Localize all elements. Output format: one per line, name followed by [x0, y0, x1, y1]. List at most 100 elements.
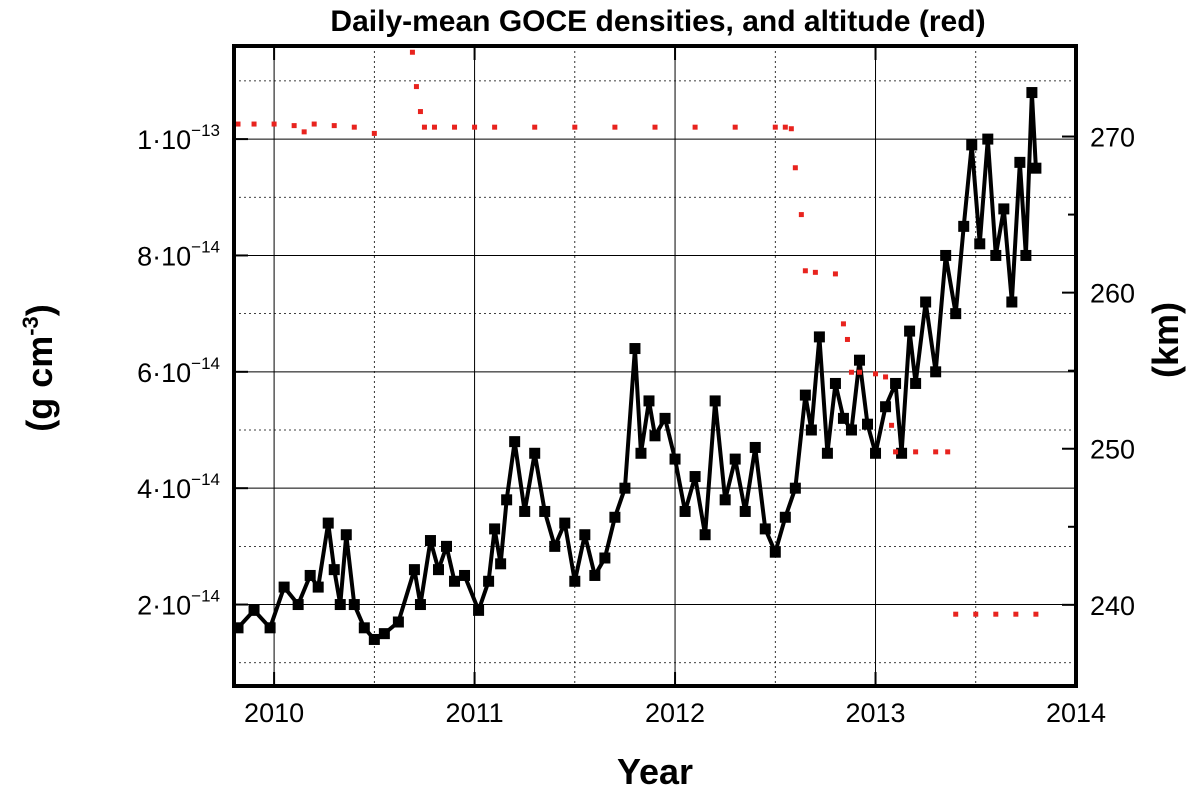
density-point: [334, 599, 346, 611]
density-point: [769, 546, 781, 558]
density-point: [509, 436, 521, 448]
density-point: [414, 599, 426, 611]
density-point: [609, 511, 621, 523]
density-point: [813, 331, 825, 343]
density-point: [441, 540, 453, 552]
density-point: [424, 535, 436, 547]
density-point: [495, 558, 507, 570]
y-axis-title-close: ): [19, 304, 60, 316]
y-tick-exponent: −14: [191, 587, 220, 606]
density-point: [549, 540, 561, 552]
density-point: [821, 447, 833, 459]
density-point: [432, 564, 444, 576]
altitude-point: [945, 449, 951, 455]
density-point: [392, 616, 404, 628]
altitude-point: [452, 124, 458, 130]
altitude-point: [291, 123, 297, 129]
density-point: [248, 604, 260, 616]
density-point: [629, 343, 641, 355]
altitude-point: [812, 269, 818, 275]
y-tick-label: 6·10−14: [137, 354, 220, 388]
y-axis-title-sup: -3: [18, 316, 43, 336]
x-axis: 2010 2011 2012 2013 2014: [244, 46, 1106, 728]
density-point: [950, 308, 962, 320]
density-point: [789, 482, 801, 494]
density-point: [278, 581, 290, 593]
density-point: [1020, 249, 1032, 261]
y2-tick-label: 240: [1090, 591, 1135, 621]
density-point: [635, 447, 647, 459]
density-point: [699, 529, 711, 541]
density-point: [739, 505, 751, 517]
density-point: [709, 395, 721, 407]
altitude-point: [413, 84, 419, 90]
y-tick-mantissa: 4·10: [137, 474, 191, 504]
density-point: [489, 523, 501, 535]
density-point: [358, 622, 370, 634]
density-point: [659, 412, 671, 424]
x-tick-label: 2014: [1046, 698, 1106, 728]
altitude-point: [848, 369, 854, 375]
density-point: [862, 418, 874, 430]
density-point: [589, 569, 601, 581]
density-point: [896, 447, 908, 459]
plot-frame: [232, 44, 1078, 688]
y-tick-mantissa: 2·10: [137, 591, 191, 621]
density-point: [449, 575, 461, 587]
density-point: [579, 529, 591, 541]
altitude-point: [532, 124, 538, 130]
density-point: [689, 471, 701, 483]
altitude-point: [472, 124, 478, 130]
density-point: [853, 354, 865, 366]
altitude-point: [889, 422, 895, 428]
altitude-point: [612, 124, 618, 130]
y-tick-mantissa: 6·10: [137, 358, 191, 388]
altitude-point: [993, 611, 999, 617]
density-point: [473, 604, 485, 616]
altitude-point: [652, 124, 658, 130]
y-tick-exponent: −13: [191, 121, 220, 140]
y-tick-exponent: −14: [191, 470, 220, 489]
density-point: [880, 401, 892, 413]
y-tick-label: 8·10−14: [137, 237, 220, 271]
altitude-point: [832, 271, 838, 277]
grid: [234, 46, 1077, 686]
altitude-point: [802, 268, 808, 274]
density-point: [378, 628, 390, 640]
altitude-point: [772, 124, 778, 130]
altitude-point: [311, 121, 317, 127]
density-line: [236, 90, 1038, 642]
density-point: [998, 203, 1010, 215]
density-point: [304, 569, 316, 581]
x-tick-label: 2011: [446, 698, 504, 728]
density-point: [539, 505, 551, 517]
density-point: [870, 447, 882, 459]
density-point: [649, 430, 661, 442]
y-tick-label: 4·10−14: [137, 470, 220, 504]
y-tick-mantissa: 8·10: [137, 241, 191, 271]
x-axis-title: Year: [617, 751, 693, 792]
y2-tick-label: 270: [1090, 123, 1135, 153]
altitude-point: [856, 369, 862, 375]
altitude-point: [271, 121, 277, 127]
density-point: [940, 249, 952, 261]
altitude-point: [798, 212, 804, 218]
density-point: [1006, 296, 1018, 308]
altitude-point: [933, 449, 939, 455]
altitude-point: [492, 124, 498, 130]
x-tick-label: 2012: [645, 698, 705, 728]
altitude-point: [409, 49, 415, 55]
altitude-point: [792, 165, 798, 171]
density-point: [669, 453, 681, 465]
density-point: [1030, 162, 1042, 174]
density-point: [729, 453, 741, 465]
altitude-point: [431, 124, 437, 130]
density-point: [990, 249, 1002, 261]
density-point: [519, 505, 531, 517]
altitude-point: [421, 124, 427, 130]
altitude-point: [371, 130, 377, 136]
density-point: [264, 622, 276, 634]
y-axis-left: 2·10−144·10−146·10−148·10−141·10−13: [137, 121, 248, 621]
density-point: [679, 505, 691, 517]
altitude-point: [351, 124, 357, 130]
